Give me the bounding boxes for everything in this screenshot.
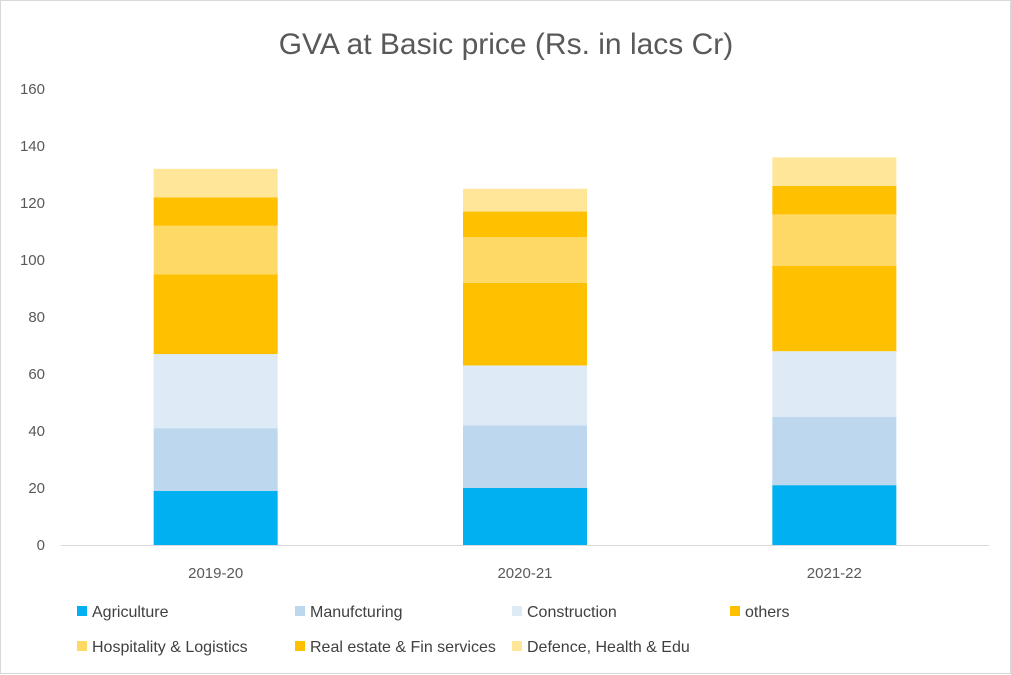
y-axis-ticks: 0 20 40 60 80 100 120 140 160 (20, 81, 45, 554)
y-tick-label-160: 160 (20, 81, 45, 98)
bar-hospitality-logistics-2019-20 (153, 225, 278, 275)
legend-swatch-manufcturing (295, 606, 305, 616)
bar-others-2019-20 (153, 197, 278, 226)
legend-swatch-agriculture (77, 606, 87, 616)
legend-label-hospitality-logistics: Hospitality & Logistics (92, 639, 248, 656)
y-tick-label-140: 140 (20, 138, 45, 155)
y-tick-label-60: 60 (28, 366, 45, 383)
bar-real-estate-fin-services-2020-21 (463, 282, 587, 366)
legend-swatch-hospitality-logistics (77, 641, 87, 651)
bar-manufcturing-2021-22 (772, 416, 897, 486)
bar-manufcturing-2020-21 (463, 425, 587, 488)
legend-label-defence-health-edu: Defence, Health & Edu (527, 639, 690, 656)
chart-title: GVA at Basic price (Rs. in lacs Cr) (279, 28, 734, 61)
bar-construction-2020-21 (463, 365, 587, 426)
legend-label-manufcturing: Manufcturing (310, 604, 403, 621)
bar-defence-health-edu-2021-22 (772, 157, 897, 186)
bar-construction-2021-22 (772, 351, 897, 417)
legend-swatch-real-estate-fin-services (295, 641, 305, 651)
bar-others-2020-21 (463, 211, 587, 238)
y-tick-label-100: 100 (20, 252, 45, 269)
legend-label-agriculture: Agriculture (92, 604, 169, 621)
x-tick-label-2021-22: 2021-22 (807, 565, 862, 582)
x-axis-ticks: 2019-20 2020-21 2021-22 (188, 565, 862, 582)
legend-swatch-others (730, 606, 740, 616)
bar-agriculture-2020-21 (463, 488, 587, 545)
y-tick-label-40: 40 (28, 423, 45, 440)
y-tick-label-120: 120 (20, 195, 45, 212)
bar-agriculture-2019-20 (153, 490, 278, 545)
y-tick-label-80: 80 (28, 309, 45, 326)
bar-manufcturing-2019-20 (153, 428, 278, 491)
x-tick-label-2019-20: 2019-20 (188, 565, 243, 582)
bar-hospitality-logistics-2020-21 (463, 237, 587, 283)
bar-defence-health-edu-2019-20 (153, 168, 278, 198)
bar-defence-health-edu-2020-21 (463, 188, 587, 212)
x-tick-label-2020-21: 2020-21 (497, 565, 552, 582)
legend-label-others: others (745, 604, 789, 621)
bar-others-2021-22 (772, 185, 897, 215)
y-tick-label-0: 0 (37, 537, 45, 554)
legend-swatch-construction (512, 606, 522, 616)
y-tick-label-20: 20 (28, 480, 45, 497)
bar-real-estate-fin-services-2021-22 (772, 265, 897, 352)
bar-agriculture-2021-22 (772, 485, 897, 545)
bar-hospitality-logistics-2021-22 (772, 214, 897, 266)
bars (153, 157, 897, 545)
legend: Agriculture Manufcturing Construction other… (77, 604, 789, 656)
bar-real-estate-fin-services-2019-20 (153, 274, 278, 355)
legend-swatch-defence-health-edu (512, 641, 522, 651)
legend-label-real-estate-fin-services: Real estate & Fin services (310, 639, 496, 656)
bar-construction-2019-20 (153, 354, 278, 429)
legend-label-construction: Construction (527, 604, 617, 621)
